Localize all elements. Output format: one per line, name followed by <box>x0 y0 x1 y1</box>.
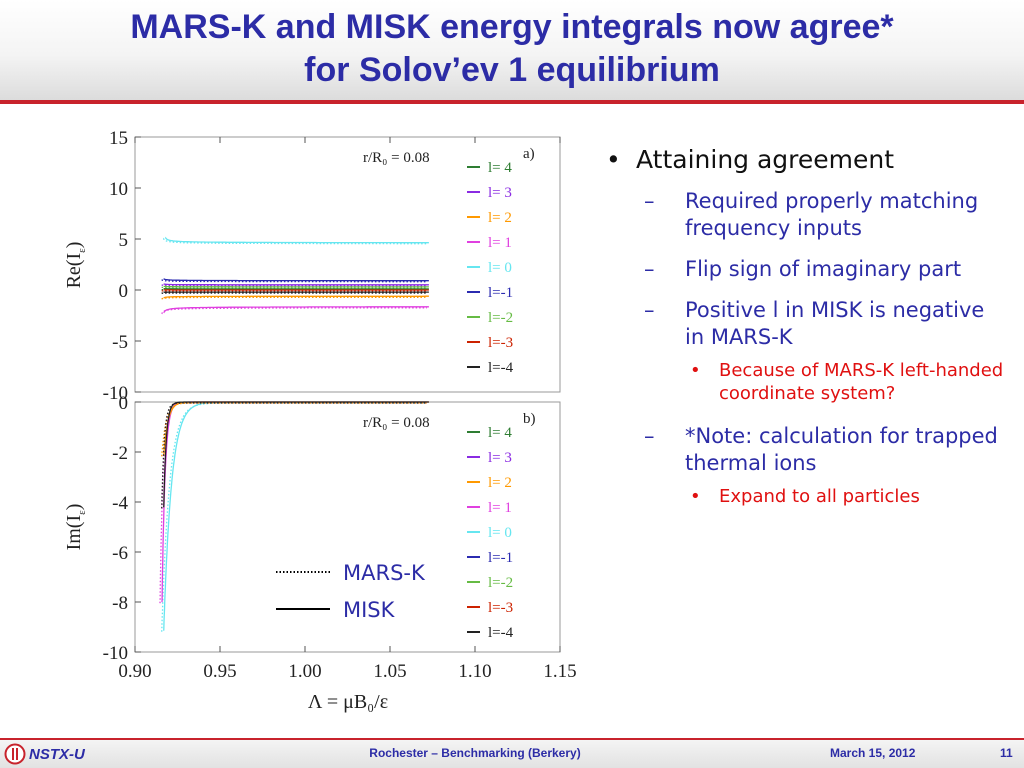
panel-b-annotation: r/R₀ = 0.08 <box>363 415 430 431</box>
xtick-label: 1.10 <box>458 661 491 682</box>
xtick-label: 0.90 <box>118 661 151 682</box>
legend-label: l= 2 <box>488 210 512 226</box>
panel-a-series-line <box>163 278 429 282</box>
bullet-list: • Attaining agreement – Required properly … <box>600 145 1010 526</box>
energy-integral-figure: 15 10 5 0 -5 -10 r/R₀ = 0.08 a) l= 4 l= 3 l= 2 l… <box>60 125 580 715</box>
panel-a-series-line <box>163 306 429 314</box>
figure-svg: 15 10 5 0 -5 -10 r/R₀ = 0.08 a) l= 4 l= 3 l= 2 l… <box>63 128 577 713</box>
panel-b-series-dotted <box>161 402 427 457</box>
legend-label: l= 3 <box>488 450 512 466</box>
panel-a-series-line <box>163 285 429 288</box>
legend-label: l=-1 <box>488 550 513 566</box>
panel-a-ytick-label: -10 <box>103 383 128 404</box>
legend-label: l= 1 <box>488 235 512 251</box>
x-axis-label: Λ = μB₀/ε <box>308 691 388 713</box>
panel-a-series-line <box>163 283 429 286</box>
panel-a-series-dotted <box>161 307 427 315</box>
panel-b-ytick-label: -6 <box>112 543 128 564</box>
title-divider <box>0 100 1024 104</box>
panel-a-series-line <box>164 236 429 244</box>
legend-label: l=-2 <box>488 575 513 591</box>
slide-title: MARS-K and MISK energy integrals now agr… <box>0 6 1024 92</box>
panel-a-series-dotted <box>161 284 427 287</box>
panel-a-ytick-label: 5 <box>119 230 129 251</box>
legend-label: l=-2 <box>488 310 513 326</box>
bullet-item: – Required properly matching frequency in… <box>644 189 979 240</box>
panel-b-ytick-label: -4 <box>112 493 128 514</box>
panel-b-series-line <box>163 401 429 631</box>
xtick-label: 1.15 <box>543 661 576 682</box>
legend-label: l= 3 <box>488 185 512 201</box>
legend-label: l= 1 <box>488 500 512 516</box>
bullet-item: – *Note: calculation for trapped thermal … <box>644 424 998 475</box>
legend-label: l= 0 <box>488 525 512 541</box>
panel-a-ytick-label: 10 <box>109 179 128 200</box>
footer-title: Rochester – Benchmarking (Berkery) <box>369 746 581 760</box>
logo-text: NSTX-U <box>29 745 85 763</box>
panel-b-ytick-label: 0 <box>119 393 129 414</box>
panel-b-ytick-label: -10 <box>103 643 128 664</box>
panel-a-frame <box>134 136 561 393</box>
page-number: 11 <box>1000 746 1013 760</box>
misk-legend-label: MISK <box>343 598 396 622</box>
panel-a-series-dotted <box>161 296 427 300</box>
bullet-subitem: • Expand to all particles <box>690 486 920 507</box>
nstx-logo-icon <box>4 743 26 765</box>
legend-label: l= 0 <box>488 260 512 276</box>
title-band <box>0 0 1024 100</box>
bullet-item: – Flip sign of imaginary part <box>644 257 962 281</box>
footer-date: March 15, 2012 <box>830 746 916 760</box>
legend-label: l=-3 <box>488 600 513 616</box>
mars-k-legend-label: MARS-K <box>343 561 426 585</box>
panel-a-ytick-label: -5 <box>112 332 128 353</box>
title-line-2: for Solov’ev 1 equilibrium <box>304 51 720 89</box>
footer: NSTX-U Rochester – Benchmarking (Berkery… <box>0 740 1024 768</box>
panel-a-annotation: r/R₀ = 0.08 <box>363 150 430 166</box>
legend-label: l= 4 <box>488 425 512 441</box>
panel-b-ytick-label: -2 <box>112 443 128 464</box>
panel-a-series-line <box>163 295 429 299</box>
panel-b-ylabel: Im(Iε) <box>63 504 88 551</box>
panel-b-ytick-label: -8 <box>112 593 128 614</box>
footer-divider <box>0 738 1024 740</box>
xtick-label: 0.95 <box>203 661 236 682</box>
panel-a-label: a) <box>523 146 535 162</box>
legend-label: l=-3 <box>488 335 513 351</box>
legend-label: l=-4 <box>488 625 514 641</box>
panel-a-series-dotted <box>161 279 427 283</box>
panel-a-ylabel: Re(Iε) <box>63 242 88 289</box>
panel-b-label: b) <box>523 411 536 427</box>
bullet-subitem: • Because of MARS-K left-handed coordinat… <box>690 360 1004 404</box>
legend-label: l= 2 <box>488 475 512 491</box>
bullet-main: • Attaining agreement <box>606 145 895 174</box>
legend-label: l=-4 <box>488 360 514 376</box>
panel-a-ytick-label: 0 <box>119 281 129 302</box>
nstx-logo: NSTX-U <box>4 743 85 765</box>
title-line-1: MARS-K and MISK energy integrals now agr… <box>130 8 894 46</box>
panel-a-series-dotted <box>161 286 427 289</box>
legend-label: l=-1 <box>488 285 513 301</box>
bullet-item: – Positive l in MISK is negative in MARS-… <box>644 298 985 349</box>
xtick-label: 1.05 <box>373 661 406 682</box>
xtick-label: 1.00 <box>288 661 321 682</box>
panel-a-ytick-label: 15 <box>109 128 128 149</box>
legend-label: l= 4 <box>488 160 512 176</box>
